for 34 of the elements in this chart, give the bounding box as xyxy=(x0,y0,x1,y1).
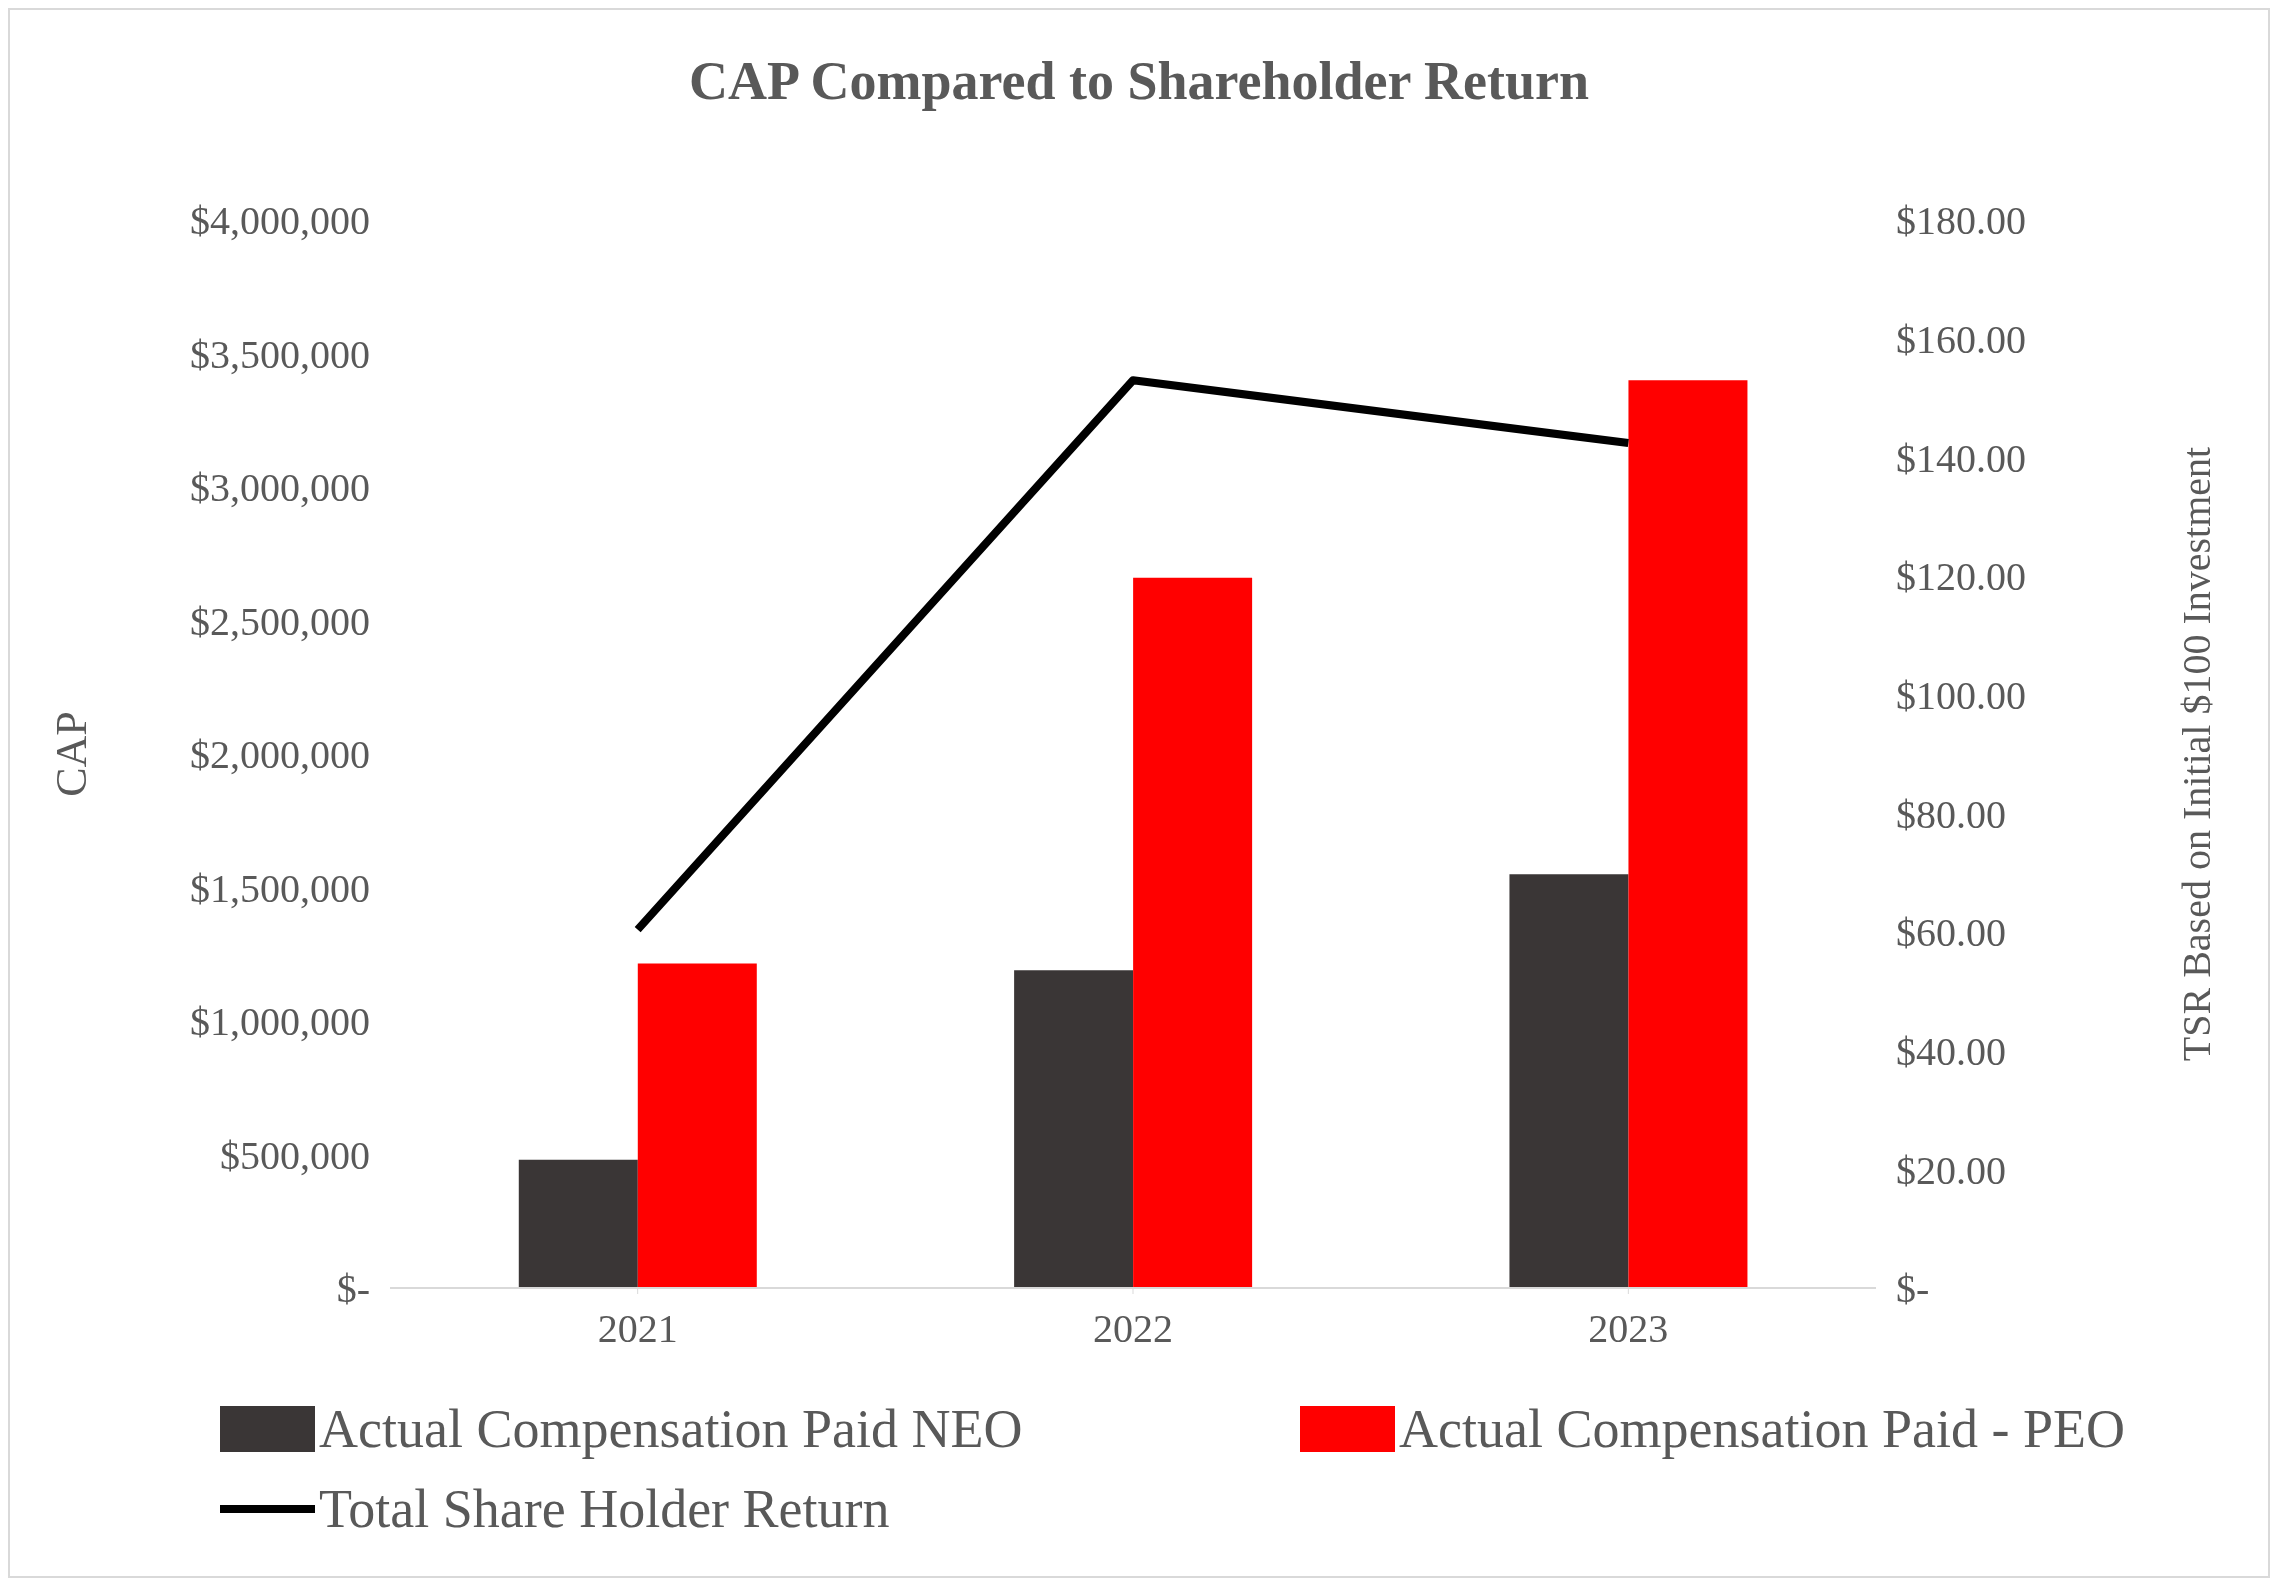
x-tick-label: 2021 xyxy=(597,1306,678,1352)
y-tick-label: $1,500,000 xyxy=(190,865,370,911)
bar xyxy=(518,1159,638,1288)
y-tick-label: $2,000,000 xyxy=(190,732,370,778)
legend-label: Actual Compensation Paid - PEO xyxy=(1399,1398,2125,1460)
y-axis-title: CAP xyxy=(46,711,96,797)
y-tick-label: $3,000,000 xyxy=(190,465,370,511)
y-tick-label: $1,000,000 xyxy=(190,999,370,1045)
bar xyxy=(1509,874,1629,1288)
y-tick-label: $4,000,000 xyxy=(190,198,370,244)
y2-tick-label: $180.00 xyxy=(1896,198,2026,244)
y2-tick-label: $160.00 xyxy=(1896,316,2026,362)
y2-tick-label: $40.00 xyxy=(1896,1028,2006,1074)
x-tick-label: 2023 xyxy=(1588,1306,1669,1352)
legend-label: Total Share Holder Return xyxy=(319,1478,890,1540)
y-tick-label: $500,000 xyxy=(220,1132,370,1178)
chart-title: CAP Compared to Shareholder Return xyxy=(688,50,1590,111)
y2-tick-label: $- xyxy=(1896,1266,1930,1312)
bar xyxy=(1133,577,1253,1288)
y2-tick-label: $100.00 xyxy=(1896,672,2026,718)
bar xyxy=(637,963,757,1288)
y2-tick-label: $80.00 xyxy=(1896,791,2006,837)
x-tick-label: 2022 xyxy=(1093,1306,1173,1352)
legend-label: Actual Compensation Paid NEO xyxy=(319,1398,1023,1460)
y2-tick-label: $120.00 xyxy=(1896,554,2026,600)
bar xyxy=(1014,970,1134,1288)
y-tick-label: $- xyxy=(336,1266,370,1312)
y-tick-label: $3,500,000 xyxy=(190,331,370,377)
y2-tick-label: $140.00 xyxy=(1896,435,2026,481)
y-tick-label: $2,500,000 xyxy=(190,598,370,644)
y2-tick-label: $60.00 xyxy=(1896,910,2006,956)
y2-axis-title: TSR Based on Initial $100 Investment xyxy=(2174,446,2220,1062)
bar xyxy=(1628,380,1748,1288)
y2-tick-label: $20.00 xyxy=(1896,1147,2006,1193)
